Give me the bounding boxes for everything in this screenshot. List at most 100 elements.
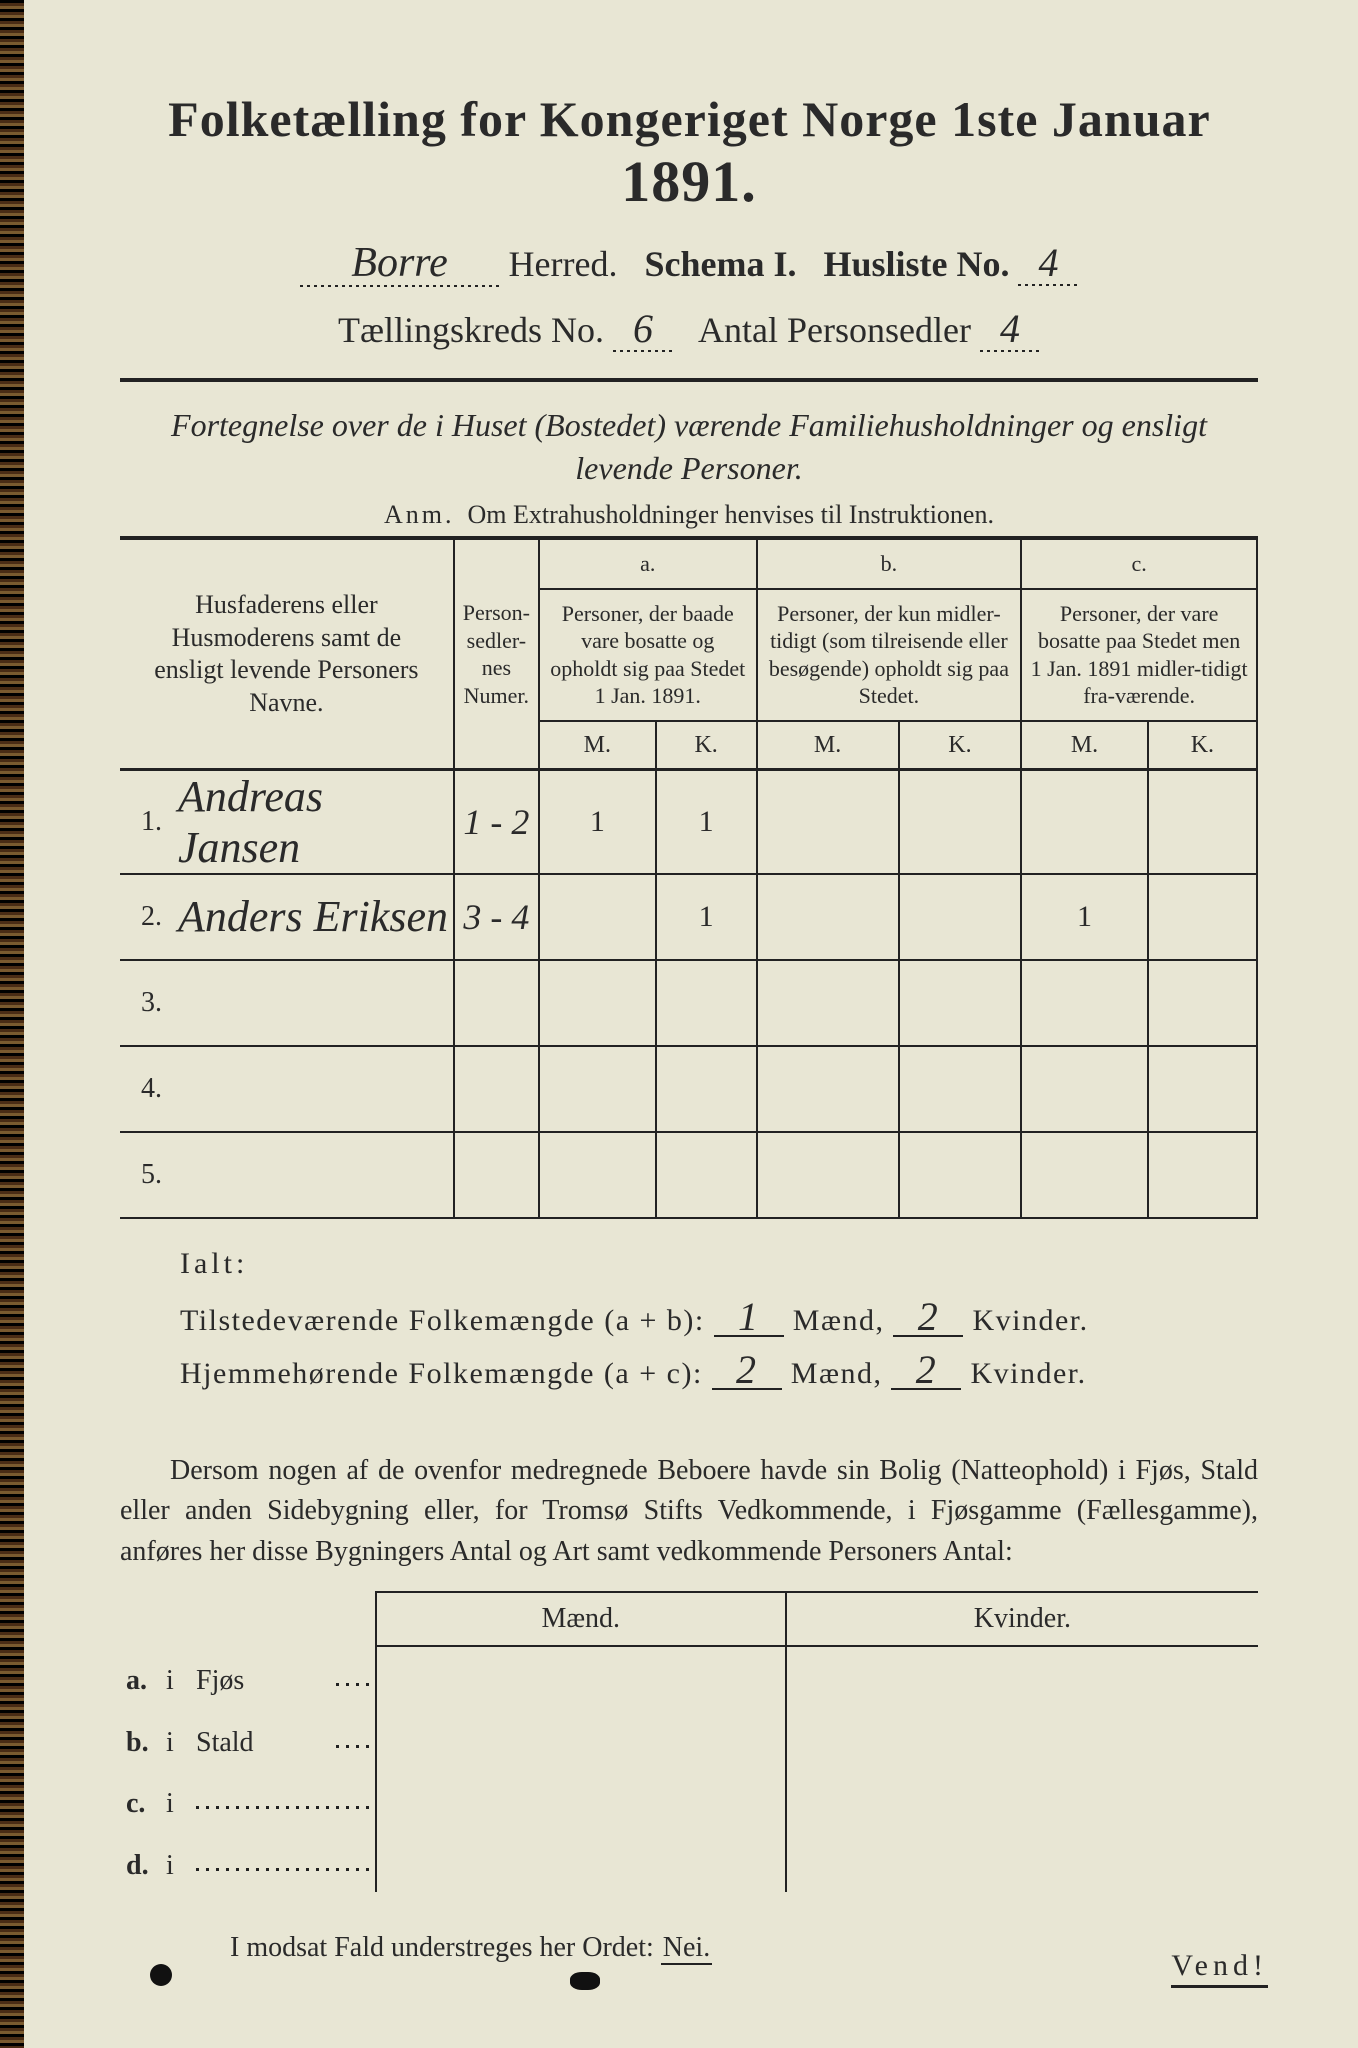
building-row: b. i Stald [120,1707,1258,1769]
page-title: Folketælling for Kongeriget Norge 1ste J… [120,90,1258,215]
row-k [786,1830,1258,1892]
dotfill [190,1769,376,1831]
title-text: Folketælling for Kongeriget Norge 1ste J… [168,91,1210,147]
row-num: 4. [120,1046,168,1132]
row-name [168,1046,454,1132]
census-table-body: 1. Andreas Jansen 1 - 2 1 1 2. Anders Er… [120,769,1257,1218]
col-b-label: b. [757,539,1022,589]
row-am: 1 [539,769,656,874]
row-name: Anders Eriksen [168,874,454,960]
row-cm [1021,769,1147,874]
row-ak [656,1046,757,1132]
totals-row-1: Tilstedeværende Folkemængde (a + b): 1 M… [180,1299,1258,1338]
row-ck [1148,874,1257,960]
row-k [786,1646,1258,1708]
row-pn: 1 - 2 [454,769,539,874]
row-ak: 1 [656,874,757,960]
totals-line2-m: 2 [712,1352,782,1390]
mk-kvinder: Kvinder. [786,1592,1258,1646]
row-pn [454,1132,539,1218]
row-bk [899,874,1022,960]
col-names-text: Husfaderens eller Husmoderens samt de en… [154,590,418,717]
header-line-2: Borre Herred. Schema I. Husliste No. 4 [120,239,1258,287]
row-am [539,1046,656,1132]
row-ck [1148,1046,1257,1132]
row-k [786,1769,1258,1831]
dotfill [330,1707,376,1769]
row-bk [899,1046,1022,1132]
row-bm [757,1132,899,1218]
schema-label: Schema I. [644,244,796,284]
row-k [786,1707,1258,1769]
col-c-label: c. [1021,539,1257,589]
table-row: 5. [120,1132,1257,1218]
antal-value: 4 [980,305,1040,352]
kvinder-label: Kvinder. [972,1304,1088,1337]
husliste-label: Husliste No. [823,244,1009,284]
col-names-header: Husfaderens eller Husmoderens samt de en… [120,539,454,769]
row-bk [899,960,1022,1046]
table-row: 1. Andreas Jansen 1 - 2 1 1 [120,769,1257,874]
inkblot-icon [150,1964,172,1986]
row-i: i [160,1769,190,1831]
row-lab: a. [120,1646,160,1708]
vend-label: Vend! [1171,1949,1268,1988]
col-a-k: K. [656,721,757,770]
row-bk [899,769,1022,874]
kvinder-label: Kvinder. [970,1357,1086,1390]
nei-pre: I modsat Fald understreges her Ordet: [230,1932,654,1963]
table-row: 2. Anders Eriksen 3 - 4 1 1 [120,874,1257,960]
col-c-text: Personer, der vare bosatte paa Stedet me… [1021,589,1257,721]
col-c-m: M. [1021,721,1147,770]
ialt-label: Ialt: [180,1247,1258,1281]
building-row: a. i Fjøs [120,1646,1258,1708]
explanatory-paragraph: Dersom nogen af de ovenfor medregnede Be… [120,1451,1258,1573]
husliste-value: 4 [1018,239,1078,286]
row-name [168,1132,454,1218]
dotfill [190,1830,376,1892]
row-ck [1148,769,1257,874]
nei-line: I modsat Fald understreges her Ordet: Ne… [120,1932,1258,1964]
row-m [376,1646,786,1708]
herred-label: Herred. [509,244,618,284]
col-a-label: a. [539,539,757,589]
building-table: Mænd. Kvinder. a. i Fjøs b. i Stald c. i [120,1591,1258,1892]
anm-label: Anm. [384,500,455,529]
col-a-text: Personer, der baade vare bosatte og opho… [539,589,757,721]
kreds-value: 6 [613,305,673,352]
row-bm [757,960,899,1046]
table-row: 3. [120,960,1257,1046]
census-page: Folketælling for Kongeriget Norge 1ste J… [0,0,1358,2048]
antal-label: Antal Personsedler [698,310,971,350]
annotation-line: Anm. Om Extrahusholdninger henvises til … [120,500,1258,530]
row-lab: b. [120,1707,160,1769]
row-am [539,1132,656,1218]
col-person-header: Person- sedler- nes Numer. [454,539,539,769]
row-i: i [160,1646,190,1708]
census-table: Husfaderens eller Husmoderens samt de en… [120,538,1258,1219]
col-b-m: M. [757,721,899,770]
row-ak [656,960,757,1046]
row-num: 5. [120,1132,168,1218]
kreds-label: Tællingskreds No. [338,310,604,350]
totals-line2-label: Hjemmehørende Folkemængde (a + c): [180,1357,703,1390]
row-num: 1. [120,769,168,874]
table-row: 4. [120,1046,1257,1132]
row-bk [899,1132,1022,1218]
col-b-text: Personer, der kun midler-tidigt (som til… [757,589,1022,721]
totals-line1-m: 1 [714,1299,784,1337]
col-c-k: K. [1148,721,1257,770]
row-m [376,1830,786,1892]
row-ak: 1 [656,769,757,874]
row-i: i [160,1707,190,1769]
inkblot-icon [570,1972,600,1990]
row-place: Fjøs [190,1646,330,1708]
subtitle: Fortegnelse over de i Huset (Bostedet) v… [120,404,1258,490]
row-ck [1148,1132,1257,1218]
row-lab: d. [120,1830,160,1892]
row-cm [1021,1132,1147,1218]
row-num: 3. [120,960,168,1046]
totals-line2-k: 2 [891,1352,961,1390]
row-num: 2. [120,874,168,960]
row-m [376,1769,786,1831]
